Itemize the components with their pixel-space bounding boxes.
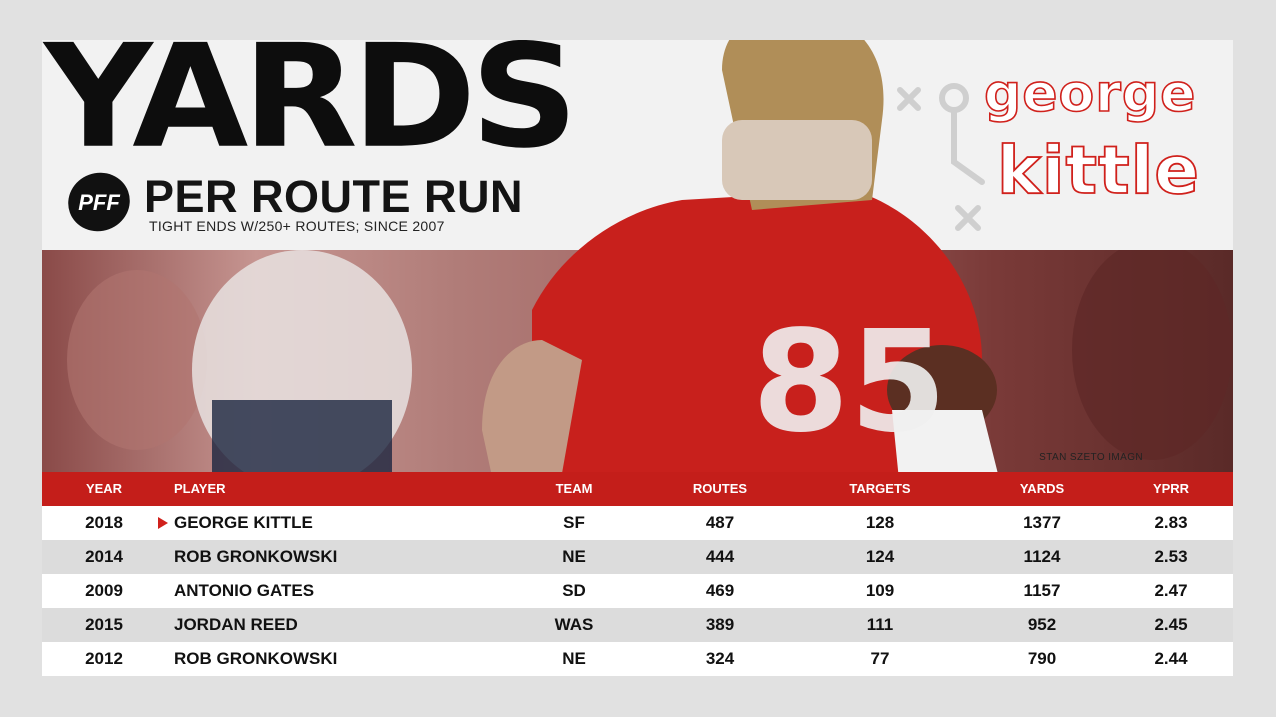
cell-yprr: 2.45 xyxy=(1154,615,1188,634)
cell-targets: 109 xyxy=(865,581,895,600)
cell-player: ANTONIO GATES xyxy=(174,581,315,600)
cell-player: GEORGE KITTLE xyxy=(174,513,313,532)
photo-credit: STAN SZETO IMAGN xyxy=(1039,452,1143,463)
player-first-name: george xyxy=(983,63,1197,125)
logo-text: PFF xyxy=(78,190,120,215)
header-yards: YARDS xyxy=(1019,481,1065,496)
table-row: 2018 GEORGE KITTLE SF 487 128 1377 2.83 xyxy=(42,506,1233,540)
cell-routes: 487 xyxy=(705,513,735,532)
pff-logo: PFF xyxy=(68,172,130,232)
cell-year: 2015 xyxy=(85,615,123,634)
highlight-marker-icon xyxy=(158,517,168,529)
cell-player: JORDAN REED xyxy=(174,615,298,634)
cell-targets: 111 xyxy=(866,615,894,634)
player-last-name: kittle xyxy=(996,131,1201,210)
cell-team: NE xyxy=(562,649,586,668)
cell-year: 2012 xyxy=(85,649,123,668)
cell-team: WAS xyxy=(554,615,594,634)
cell-player: ROB GRONKOWSKI xyxy=(174,649,338,668)
cell-routes: 324 xyxy=(705,649,735,668)
cell-year: 2018 xyxy=(85,513,123,532)
cell-routes: 389 xyxy=(705,615,735,634)
cell-player: ROB GRONKOWSKI xyxy=(174,547,338,566)
table-row: 2014 ROB GRONKOWSKI NE 444 124 1124 2.53 xyxy=(42,540,1233,574)
cell-routes: 469 xyxy=(705,581,735,600)
table-row: 2009 ANTONIO GATES SD 469 109 1157 2.47 xyxy=(42,574,1233,608)
header-year: YEAR xyxy=(85,481,123,496)
cell-yards: 1124 xyxy=(1023,547,1061,566)
background-players-photo xyxy=(67,250,1232,472)
header-routes: ROUTES xyxy=(692,481,748,496)
play-diagram-decoration xyxy=(897,83,985,231)
header-yprr: YPRR xyxy=(1152,481,1190,496)
cell-targets: 77 xyxy=(870,649,890,668)
infographic-card: YARDS PFF PER ROUTE RUN TIGHT ENDS W/250… xyxy=(42,40,1233,676)
cell-yards: 1157 xyxy=(1023,581,1061,600)
cell-targets: 124 xyxy=(865,547,895,566)
header-team: TEAM xyxy=(555,481,593,496)
header-targets: TARGETS xyxy=(849,481,911,496)
svg-text:85: 85 xyxy=(752,301,947,464)
table-header: YEAR PLAYER TEAM ROUTES TARGETS YARDS YP… xyxy=(42,472,1233,506)
cell-yprr: 2.83 xyxy=(1154,513,1188,532)
cell-year: 2014 xyxy=(85,547,123,566)
header-player: PLAYER xyxy=(174,481,226,496)
cell-routes: 444 xyxy=(705,547,735,566)
headline-title: YARDS xyxy=(44,40,578,180)
cell-targets: 128 xyxy=(865,513,895,532)
stats-table: YEAR PLAYER TEAM ROUTES TARGETS YARDS YP… xyxy=(42,472,1233,676)
table-row: 2015 JORDAN REED WAS 389 111 952 2.45 xyxy=(42,608,1233,642)
cell-yards: 952 xyxy=(1027,615,1057,634)
cell-team: NE xyxy=(562,547,586,566)
subtitle: PER ROUTE RUN xyxy=(144,171,524,222)
criteria-note: TIGHT ENDS W/250+ ROUTES; SINCE 2007 xyxy=(149,218,445,234)
cell-team: SF xyxy=(563,513,585,532)
cell-yprr: 2.44 xyxy=(1154,649,1188,668)
cell-team: SD xyxy=(562,581,586,600)
cell-yards: 1377 xyxy=(1023,513,1061,532)
cell-year: 2009 xyxy=(85,581,123,600)
cell-yprr: 2.47 xyxy=(1154,581,1188,600)
cell-yards: 790 xyxy=(1027,649,1057,668)
table-row: 2012 ROB GRONKOWSKI NE 324 77 790 2.44 xyxy=(42,642,1233,676)
cell-yprr: 2.53 xyxy=(1154,547,1188,566)
